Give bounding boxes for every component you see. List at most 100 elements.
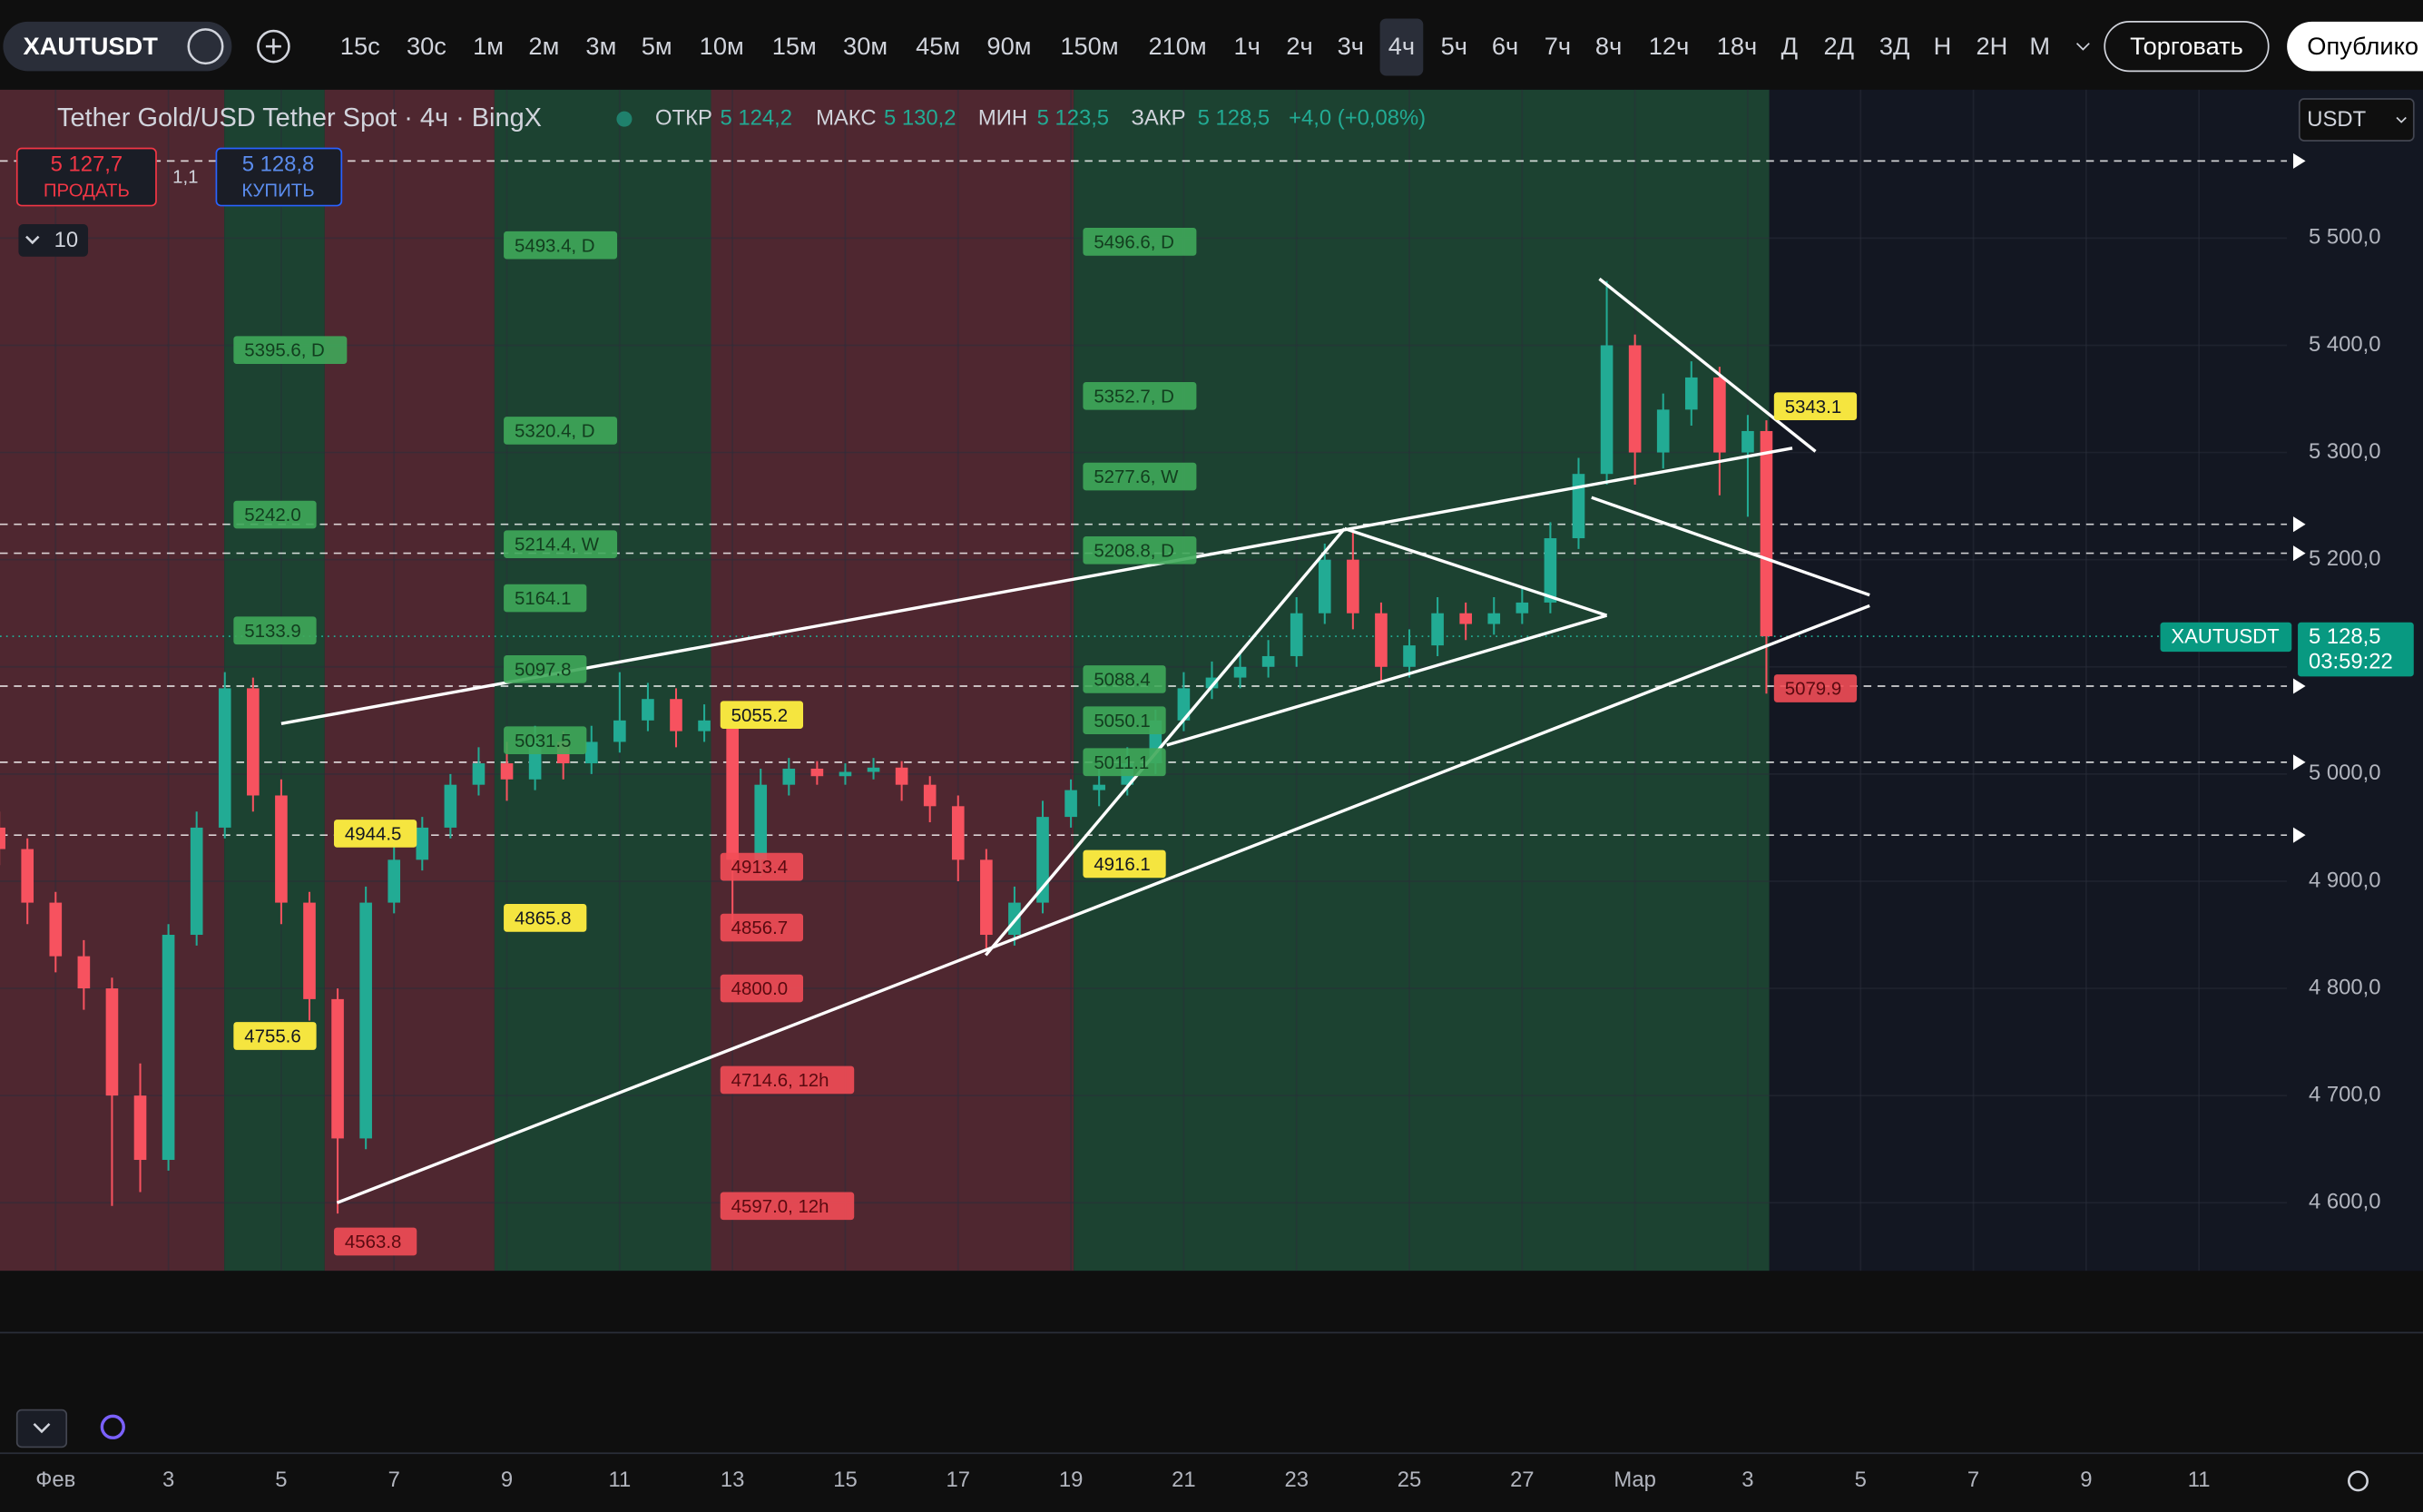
y-tick-label: 4 600,0 [2309, 1190, 2381, 1214]
timeframe[interactable]: 90м [986, 32, 1031, 60]
buy-price[interactable]: 5 128,8 [242, 152, 314, 177]
level-label-box [333, 1227, 417, 1256]
currency[interactable]: USDT [2307, 107, 2366, 132]
timeframe[interactable]: 210м [1148, 32, 1206, 60]
settings-icon[interactable] [2347, 1470, 2369, 1492]
candle-body [1741, 430, 1754, 453]
candle-body [1375, 613, 1388, 667]
timeframe[interactable]: 18ч [1717, 32, 1758, 60]
level-label: 5320.4, D [515, 422, 595, 442]
chevron [33, 1422, 51, 1434]
timeframe[interactable]: 1ч [1233, 32, 1260, 60]
candle-body [839, 771, 852, 777]
publish-label[interactable]: Опублико [2307, 32, 2418, 60]
x-tick-label: 15 [833, 1468, 858, 1492]
status-dot [616, 111, 633, 127]
collapse-button[interactable] [15, 1409, 68, 1448]
timeframe[interactable]: 3м [585, 32, 616, 60]
compare-icon [265, 38, 281, 54]
level-label: 5214.4, W [515, 535, 600, 555]
x-tick-label: 11 [608, 1468, 631, 1492]
timeframe[interactable]: М [2029, 32, 2050, 60]
level-label-box [1083, 228, 1197, 256]
timeframe[interactable]: 2Н [1976, 32, 2007, 60]
timeframe[interactable]: 2Д [1824, 32, 1855, 60]
timeframe[interactable]: 150м [1060, 32, 1118, 60]
x-tick-label: 23 [1284, 1468, 1309, 1492]
timeframe[interactable]: 30м [843, 32, 888, 60]
sell-label[interactable]: ПРОДАТЬ [44, 182, 130, 201]
trade-button[interactable] [2104, 20, 2270, 73]
level-label: 4800.0 [731, 979, 788, 999]
timeframe[interactable]: Н [1934, 32, 1952, 60]
timeframe[interactable]: 3Д [1879, 32, 1910, 60]
currency-select[interactable] [2298, 98, 2415, 142]
candle-body [1261, 655, 1275, 667]
indicator-toggle[interactable] [18, 224, 89, 257]
symbol[interactable]: XAUTUSDT [24, 32, 159, 60]
x-tick-label: 25 [1398, 1468, 1422, 1492]
timeframe[interactable]: 15с [340, 32, 380, 60]
trade-label[interactable]: Торговать [2130, 32, 2243, 60]
timeframe[interactable]: 5м [642, 32, 672, 60]
level-label: 4714.6, 12h [731, 1071, 829, 1091]
candle-body [190, 827, 203, 936]
candle-body [923, 784, 937, 807]
level-label: 5097.8 [515, 660, 571, 680]
candle-body [331, 998, 344, 1139]
timeframe[interactable]: 5ч [1441, 32, 1467, 60]
candle-body [1233, 666, 1247, 678]
open-value: 5 124,2 [721, 105, 793, 130]
change-value: +4,0 (+0,08%) [1289, 105, 1426, 130]
level-label: 5050.1 [1094, 712, 1150, 731]
level-label: 4916.1 [1094, 855, 1150, 875]
low-value: 5 123,5 [1037, 105, 1110, 130]
timeframe[interactable]: 7ч [1545, 32, 1571, 60]
buy-label[interactable]: КУПИТЬ [241, 182, 314, 201]
symbol-icon[interactable] [187, 28, 224, 65]
x-tick-label: 19 [1059, 1468, 1084, 1492]
timeframe[interactable]: 3ч [1338, 32, 1364, 60]
replay-icon[interactable] [100, 1414, 125, 1439]
symbol-box[interactable] [3, 21, 232, 72]
chevron [25, 235, 40, 245]
candle-body [782, 768, 796, 785]
trendline [336, 604, 1870, 1204]
timeframe[interactable]: 2м [528, 32, 559, 60]
x-tick-label: 3 [1741, 1468, 1753, 1492]
timeframe[interactable]: 4ч [1388, 32, 1415, 60]
timeframe[interactable]: 1м [473, 32, 504, 60]
timeframe[interactable]: 10м [700, 32, 744, 60]
candle-body [1064, 790, 1077, 818]
sell-price[interactable]: 5 127,7 [51, 152, 123, 177]
timeframe[interactable]: 6ч [1492, 32, 1518, 60]
candle-body [1760, 430, 1773, 637]
timeframe[interactable]: 12ч [1649, 32, 1690, 60]
candle-body [1516, 602, 1529, 614]
timeframe[interactable]: Д [1781, 32, 1798, 60]
x-tick-label: 9 [501, 1468, 513, 1492]
timeframe[interactable]: 2ч [1286, 32, 1312, 60]
price-tag [2298, 622, 2414, 677]
timeframe[interactable]: 8ч [1595, 32, 1622, 60]
compare-button[interactable] [257, 29, 290, 64]
more-chevron [2075, 43, 2090, 51]
indicator-count[interactable]: 10 [54, 228, 79, 252]
x-tick-label: 5 [1855, 1468, 1867, 1492]
timeframe[interactable]: 30с [407, 32, 446, 60]
level-label-box [233, 1022, 317, 1050]
publish-button[interactable] [2287, 21, 2423, 72]
level-label: 4944.5 [345, 825, 401, 845]
timeframe-selected [1379, 18, 1424, 76]
level-label-box [1083, 748, 1166, 777]
level-label-box [504, 231, 618, 260]
trendline [1166, 614, 1608, 747]
candle-body [1487, 613, 1501, 624]
level-label: 4856.7 [731, 918, 788, 938]
timeframe[interactable]: 15м [772, 32, 817, 60]
level-label: 5277.6, W [1094, 467, 1179, 487]
timeframe[interactable]: 45м [916, 32, 960, 60]
sell-button[interactable] [15, 147, 157, 207]
buy-button[interactable] [215, 147, 343, 207]
